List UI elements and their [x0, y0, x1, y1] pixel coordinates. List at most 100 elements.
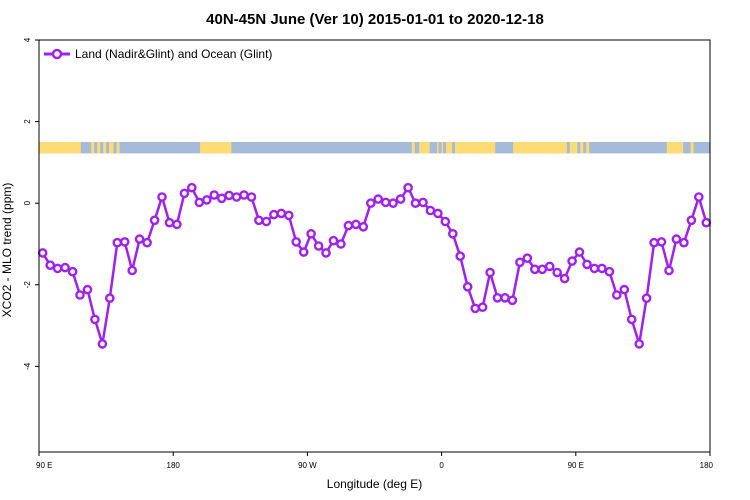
- x-tick-label: 90 W: [298, 461, 317, 470]
- data-point: [246, 192, 257, 202]
- data-point: [641, 293, 652, 304]
- data-point: [686, 215, 697, 226]
- data-point: [351, 219, 361, 230]
- y-tick-label: -2: [23, 281, 32, 289]
- data-point: [119, 237, 130, 247]
- data-point: [343, 220, 354, 231]
- strip-ocean: [39, 141, 710, 154]
- data-point: [552, 267, 563, 278]
- data-point: [194, 197, 205, 208]
- data-point: [239, 190, 249, 200]
- data-point: [186, 182, 197, 193]
- data-point: [410, 198, 421, 208]
- data-point: [209, 190, 219, 200]
- data-point: [604, 266, 615, 277]
- plot-frame: [38, 39, 711, 453]
- data-point: [447, 228, 458, 239]
- data-point: [522, 253, 533, 264]
- data-point: [164, 217, 175, 228]
- strip-land-segment: [437, 141, 439, 154]
- strip-land-segment: [103, 141, 107, 154]
- data-point: [589, 263, 600, 274]
- data-point: [75, 290, 85, 300]
- strip-land-segment: [569, 141, 578, 154]
- legend-marker-swatch: [51, 48, 63, 60]
- data-point: [37, 248, 48, 258]
- data-point: [112, 237, 123, 248]
- data-point: [455, 251, 466, 262]
- strip-land-segment: [441, 141, 444, 154]
- data-point: [298, 247, 309, 257]
- data-point: [530, 264, 540, 275]
- data-point: [544, 261, 555, 272]
- data-point: [45, 260, 56, 271]
- strip-land-segment: [419, 141, 430, 154]
- data-point: [649, 237, 659, 248]
- data-point: [507, 295, 518, 306]
- x-tick-label: 90 E: [36, 461, 52, 470]
- strip-land-segment: [97, 141, 101, 154]
- data-point: [90, 314, 100, 325]
- data-point: [82, 284, 93, 295]
- data-point: [149, 215, 160, 226]
- data-point: [567, 256, 577, 266]
- strip-land-segment: [39, 141, 81, 154]
- strip-land-segment: [411, 141, 415, 154]
- data-point: [231, 192, 242, 202]
- data-point: [336, 239, 346, 249]
- data-point: [582, 259, 592, 270]
- data-point: [425, 205, 436, 216]
- y-tick-label: 0: [23, 200, 32, 205]
- data-point: [365, 198, 376, 208]
- x-tick-label: 0: [439, 461, 444, 470]
- data-point: [60, 262, 70, 273]
- data-point: [388, 198, 398, 208]
- strip-land-segment: [91, 141, 95, 154]
- data-point: [269, 209, 279, 220]
- data-point: [403, 182, 413, 193]
- legend: Land (Nadir&Glint) and Ocean (Glint): [44, 47, 272, 61]
- x-axis-label: Longitude (deg E): [327, 477, 422, 491]
- strip-land-segment: [116, 141, 120, 154]
- strip-land-segment: [580, 141, 584, 154]
- data-point: [679, 237, 689, 248]
- data-point: [656, 237, 667, 247]
- y-tick-label: 2: [23, 119, 32, 124]
- data-point: [254, 215, 264, 226]
- data-point: [313, 241, 324, 251]
- data-point: [179, 188, 190, 199]
- data-point: [380, 197, 391, 208]
- data-point: [52, 263, 63, 274]
- chart-title: 40N-45N June (Ver 10) 2015-01-01 to 2020…: [206, 11, 544, 28]
- data-point: [224, 190, 234, 201]
- x-tick-label: 90 E: [568, 461, 584, 470]
- data-point: [671, 234, 682, 244]
- data-point: [291, 237, 302, 247]
- data-point: [634, 339, 645, 349]
- strip-land-segment: [690, 141, 694, 154]
- strip-land-segment: [666, 141, 684, 154]
- data-point: [701, 217, 712, 228]
- x-tick-label: 180: [167, 461, 181, 470]
- data-point: [619, 284, 630, 295]
- axis-ticks: 90 E 180 90 W 0 90 E 180 4 2 0 -2 -4: [23, 37, 714, 470]
- data-point: [612, 290, 622, 300]
- data-point: [440, 216, 451, 227]
- data-point: [537, 264, 548, 275]
- data-point: [597, 263, 607, 274]
- data-point: [477, 302, 488, 313]
- data-point: [97, 339, 108, 349]
- strip-land-segment: [109, 141, 114, 154]
- y-axis-label: XCO2 - MLO trend (ppm): [0, 183, 14, 318]
- data-point: [664, 265, 674, 276]
- data-point: [373, 194, 384, 204]
- x-tick-label: 180: [700, 461, 714, 470]
- data-point: [462, 281, 473, 292]
- data-point: [694, 192, 704, 202]
- strip-land-segment: [200, 141, 232, 154]
- data-point: [358, 221, 369, 232]
- data-point: [201, 195, 212, 205]
- strip-land-segment: [513, 141, 567, 154]
- data-point: [433, 208, 443, 219]
